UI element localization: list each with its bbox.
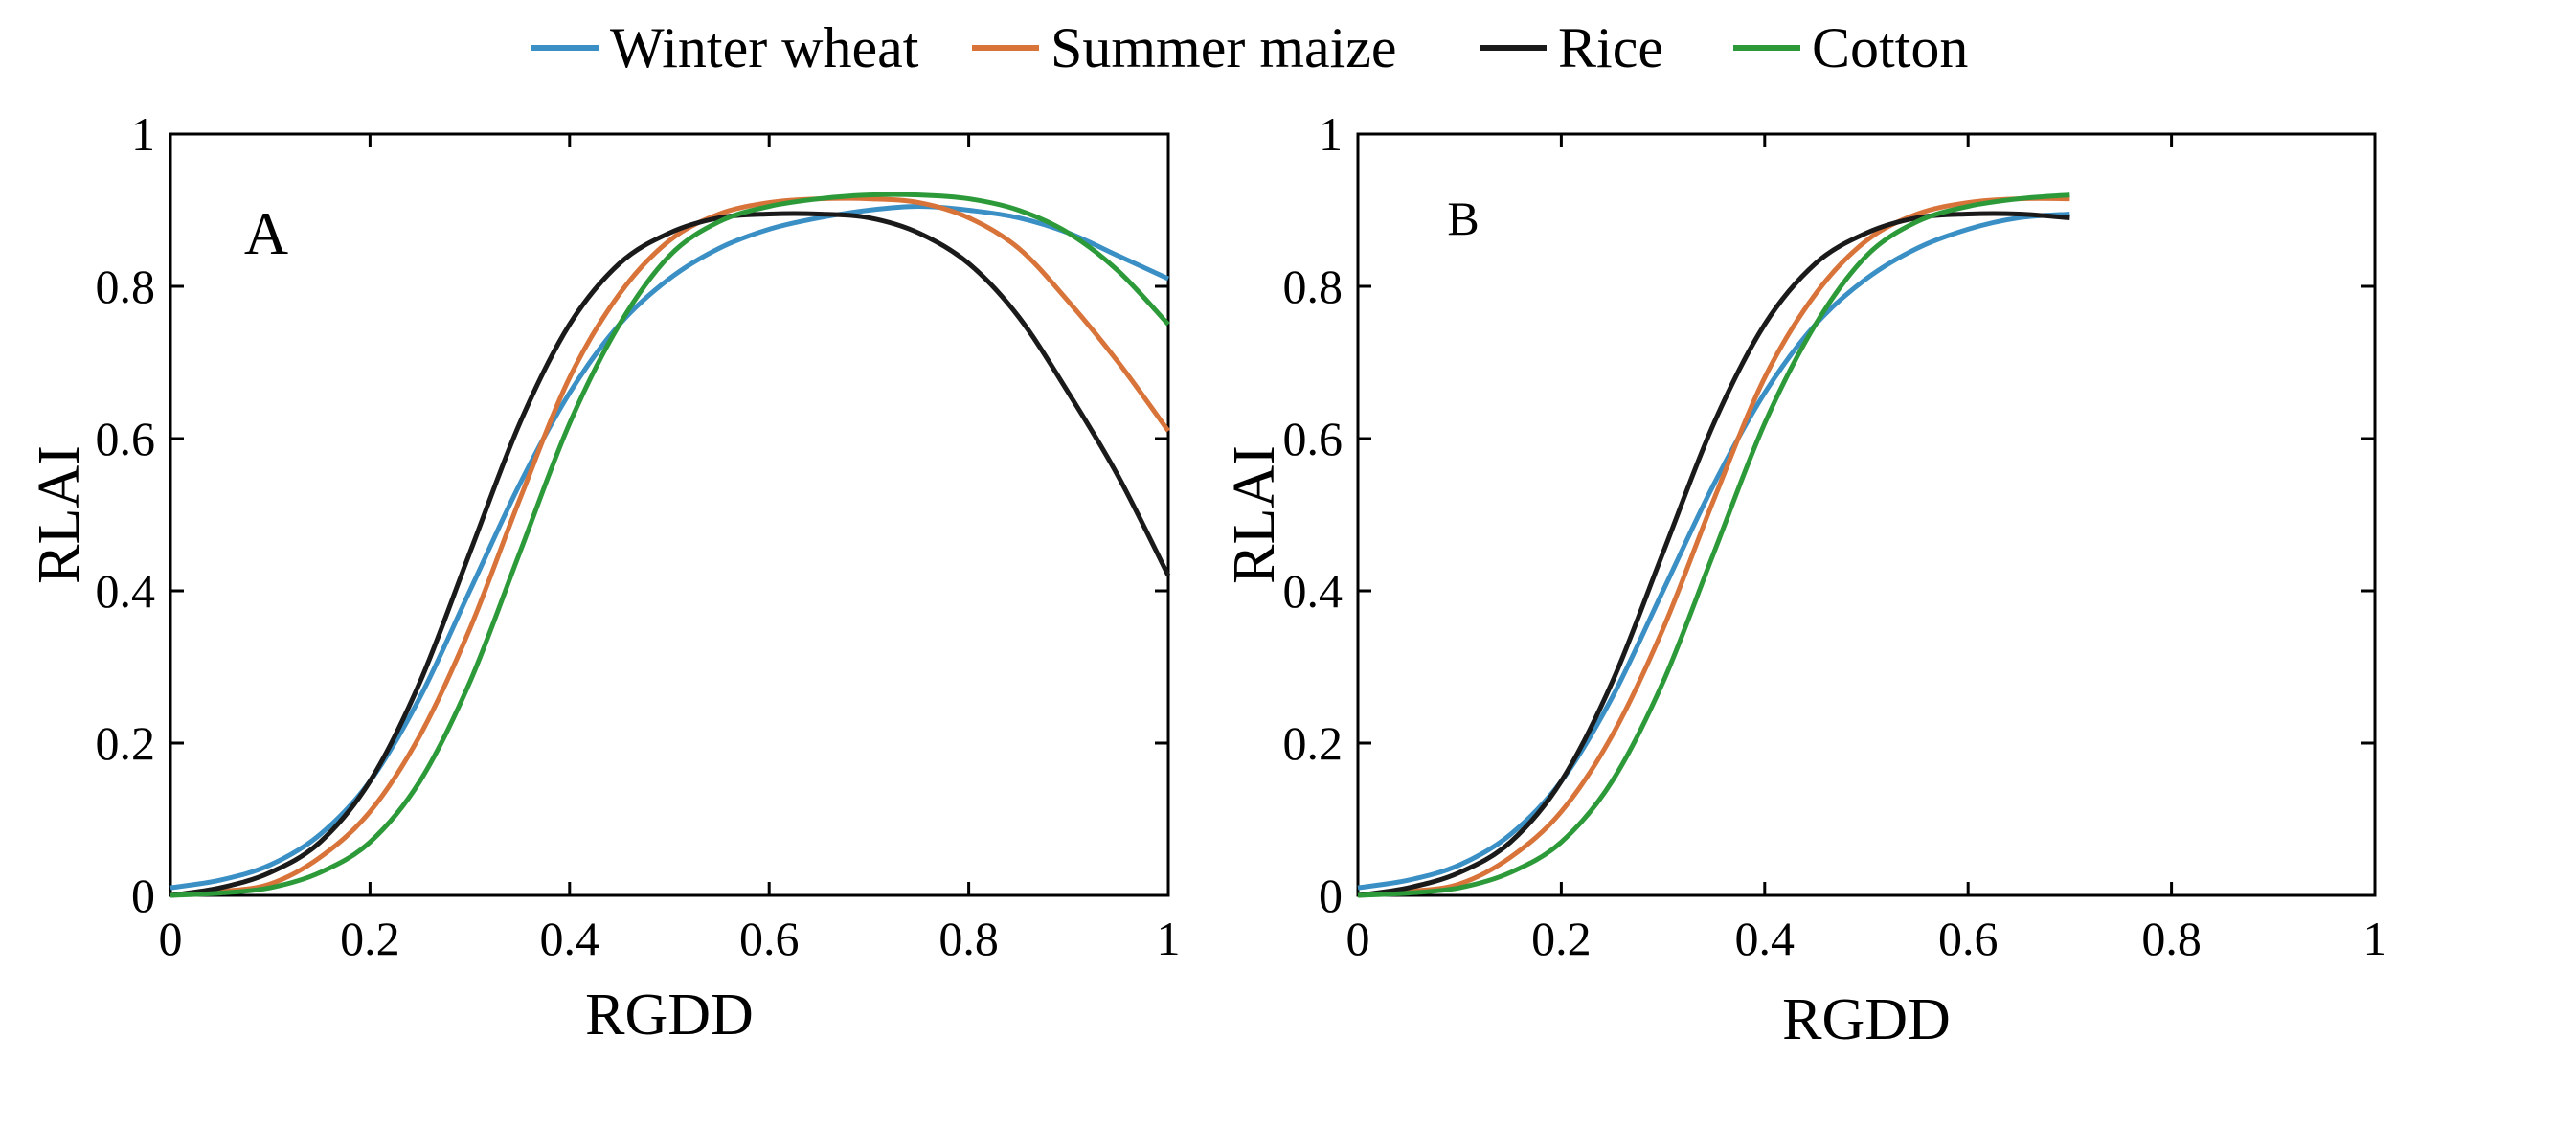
x-tick-label: 0.4 [540, 912, 600, 965]
panel-label: B [1447, 192, 1479, 245]
y-tick-label: 0.4 [96, 564, 156, 618]
legend-label: Summer maize [1051, 15, 1397, 79]
y-tick-label: 0.2 [96, 716, 156, 770]
x-tick-label: 1 [1157, 912, 1181, 965]
x-tick-label: 0.8 [2141, 912, 2202, 965]
legend: Winter wheat Summer maize Rice Cotton [0, 0, 2576, 96]
x-tick-label: 0.2 [1531, 912, 1592, 965]
x-tick-label: 0.2 [340, 912, 400, 965]
series-line-cotton [1357, 192, 2070, 898]
x-tick-label: 0.6 [1938, 912, 1999, 965]
y-tick-label: 0.8 [96, 260, 156, 313]
x-tick-label: 1 [2363, 912, 2387, 965]
legend-swatch [1480, 45, 1547, 51]
panel-B: 0 0.2 0.4 0.6 0.8 1 0 0.2 0.4 0.6 0.8 1 RGDD RLAI B [1222, 107, 2387, 1052]
series-line-winter-wheat [169, 204, 1170, 891]
legend-swatch [972, 45, 1039, 51]
y-tick-label: 0.8 [1283, 260, 1344, 313]
panel-label: A [244, 199, 288, 267]
legend-item-rice: Rice [1480, 10, 1663, 86]
legend-item-winter-wheat: Winter wheat [531, 10, 918, 86]
x-axis-label: RGDD [585, 982, 754, 1048]
y-tick-label: 0 [131, 869, 155, 922]
plot-frame [1356, 132, 2377, 897]
legend-label: Cotton [1812, 15, 1969, 79]
series-line-winter-wheat [1357, 211, 2070, 891]
y-tick-label: 1 [1319, 107, 1343, 161]
series-line-summer-maize [169, 195, 1171, 898]
x-axis-label: RGDD [1782, 987, 1951, 1052]
y-tick-label: 0 [1319, 869, 1343, 922]
legend-label: Winter wheat [610, 15, 919, 79]
y-tick-label: 0.2 [1283, 716, 1344, 770]
y-tick-label: 0.6 [96, 412, 156, 465]
legend-swatch [1733, 45, 1800, 51]
legend-item-cotton: Cotton [1733, 10, 1968, 86]
legend-item-summer-maize: Summer maize [972, 10, 1397, 86]
y-tick-label: 0.6 [1283, 412, 1344, 465]
x-tick-label: 0 [1346, 912, 1370, 965]
y-tick-label: 0.4 [1283, 564, 1344, 618]
y-axis-label: RLAI [27, 445, 92, 584]
series-line-summer-maize [1357, 195, 2070, 898]
x-tick-label: 0.4 [1735, 912, 1796, 965]
legend-label: Rice [1558, 15, 1663, 79]
y-axis-label: RLAI [1222, 445, 1287, 584]
x-tick-label: 0.8 [938, 912, 999, 965]
series-line-cotton [169, 192, 1170, 898]
panel-A: 0 0.2 0.4 0.6 0.8 1 0 0.2 0.4 0.6 0.8 1 RGDD RLAI A [27, 107, 1181, 1048]
series-line-rice [169, 211, 1171, 898]
y-tick-label: 1 [131, 107, 155, 161]
x-tick-label: 0.6 [739, 912, 800, 965]
legend-swatch [531, 45, 599, 51]
plot-frame [169, 132, 1170, 897]
x-tick-label: 0 [159, 912, 183, 965]
